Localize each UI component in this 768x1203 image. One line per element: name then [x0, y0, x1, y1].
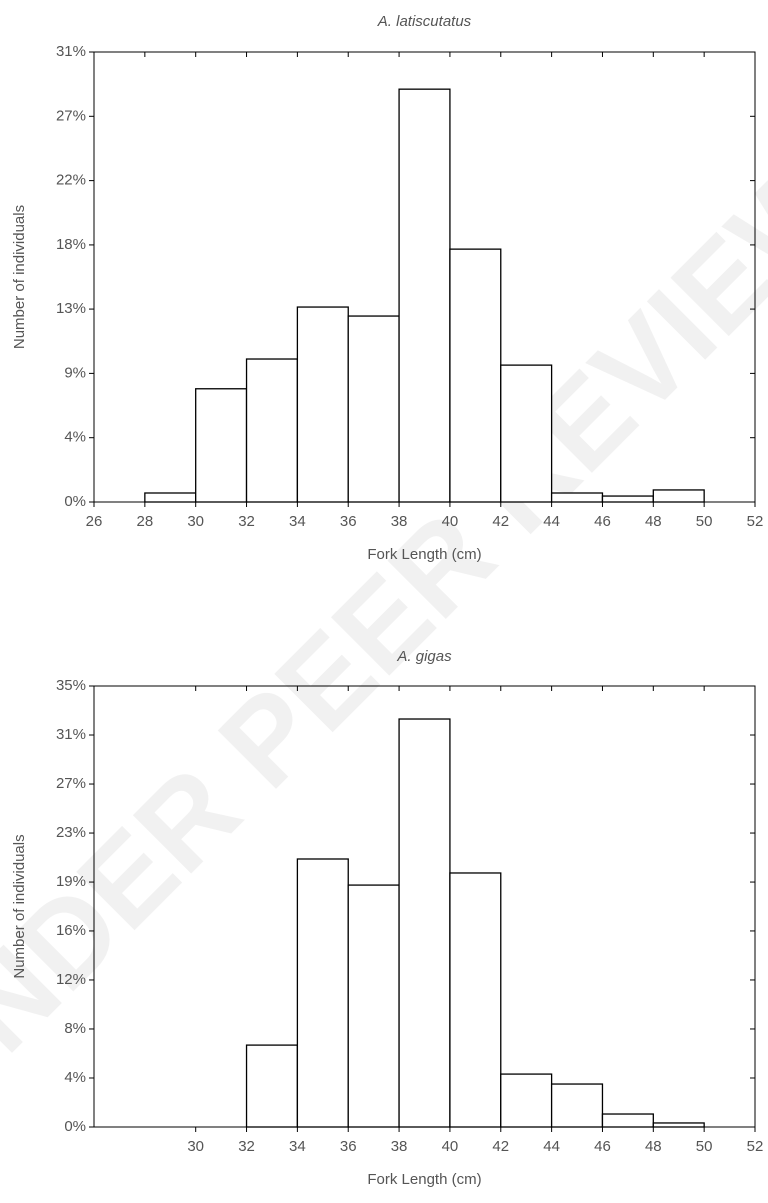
- bar: [398, 718, 451, 1128]
- y-tick-label: 4%: [64, 429, 86, 446]
- bar: [652, 1122, 705, 1128]
- x-tick-label: 40: [442, 1138, 459, 1155]
- x-tick-label: 50: [696, 1138, 713, 1155]
- y-tick-label: 22%: [56, 172, 86, 189]
- bar: [500, 364, 553, 503]
- x-tick-label: 26: [86, 513, 103, 530]
- x-tick-label: 36: [340, 513, 357, 530]
- bar: [601, 1113, 654, 1128]
- bar: [245, 1044, 299, 1128]
- x-tick-label: 38: [391, 513, 408, 530]
- x-tick-label: 32: [238, 513, 255, 530]
- y-tick-label: 12%: [56, 971, 86, 988]
- y-tick-label: 0%: [64, 1118, 86, 1135]
- bar: [347, 315, 400, 503]
- y-tick-label: 27%: [56, 107, 86, 124]
- x-tick-label: 50: [696, 513, 713, 530]
- x-tick-label: 32: [238, 1138, 255, 1155]
- y-tick-label: 9%: [64, 364, 86, 381]
- x-tick-label: 48: [645, 513, 662, 530]
- y-tick-label: 16%: [56, 922, 86, 939]
- y-tick-label: 13%: [56, 300, 86, 317]
- y-tick-label: 31%: [56, 43, 86, 60]
- bar: [347, 884, 400, 1128]
- y-tick-label: 19%: [56, 873, 86, 890]
- x-tick-label: 46: [594, 1138, 611, 1155]
- plot-frame: [93, 685, 756, 1128]
- bar: [398, 88, 451, 503]
- bar: [550, 1083, 604, 1128]
- x-tick-label: 48: [645, 1138, 662, 1155]
- x-tick-label: 42: [492, 513, 509, 530]
- y-axis-label: Number of individuals: [11, 205, 28, 349]
- x-tick-label: 44: [543, 513, 560, 530]
- bar: [652, 489, 705, 503]
- x-tick-label: 28: [137, 513, 154, 530]
- bar: [245, 358, 299, 503]
- chart-title: A. gigas: [396, 648, 452, 665]
- bar: [296, 306, 349, 503]
- chart-title: A. latiscutatus: [377, 13, 472, 30]
- y-tick-label: 35%: [56, 677, 86, 694]
- bar: [449, 248, 502, 503]
- y-tick-label: 0%: [64, 493, 86, 510]
- y-tick-label: 4%: [64, 1069, 86, 1086]
- y-tick-label: 31%: [56, 726, 86, 743]
- x-tick-label: 36: [340, 1138, 357, 1155]
- y-tick-label: 23%: [56, 824, 86, 841]
- x-axis-label: Fork Length (cm): [367, 1171, 481, 1188]
- bar: [601, 495, 654, 503]
- x-tick-label: 40: [442, 513, 459, 530]
- y-tick-label: 27%: [56, 775, 86, 792]
- bar: [500, 1073, 553, 1128]
- x-tick-label: 30: [187, 1138, 204, 1155]
- x-tick-label: 46: [594, 513, 611, 530]
- bar: [449, 872, 502, 1128]
- y-tick-label: 8%: [64, 1020, 86, 1037]
- bar: [296, 858, 349, 1128]
- x-tick-label: 52: [747, 1138, 764, 1155]
- x-tick-label: 52: [747, 513, 764, 530]
- y-tick-label: 18%: [56, 236, 86, 253]
- x-axis-label: Fork Length (cm): [367, 546, 481, 563]
- x-tick-label: 44: [543, 1138, 560, 1155]
- x-tick-label: 34: [289, 513, 306, 530]
- x-tick-label: 38: [391, 1138, 408, 1155]
- x-tick-label: 34: [289, 1138, 306, 1155]
- bar: [144, 492, 197, 503]
- bar: [195, 388, 248, 503]
- y-axis-label: Number of individuals: [11, 834, 28, 978]
- plot-frame: [93, 51, 756, 503]
- x-tick-label: 42: [492, 1138, 509, 1155]
- bar: [550, 492, 604, 503]
- x-tick-label: 30: [187, 513, 204, 530]
